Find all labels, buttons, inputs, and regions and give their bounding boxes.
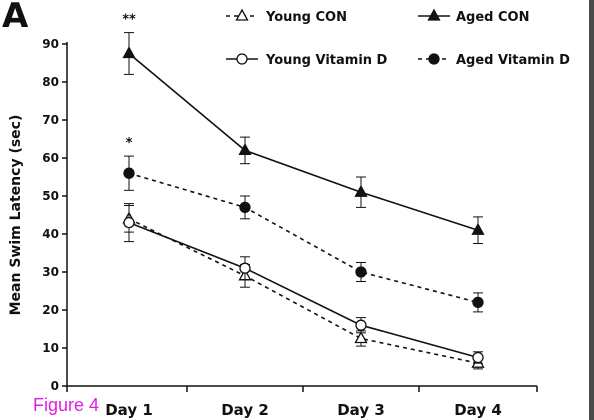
- data-point: [239, 201, 251, 214]
- legend-label: Young Vitamin D: [265, 53, 388, 68]
- series-aged-con: [122, 32, 485, 244]
- y-axis-label: Mean Swim Latency (sec): [8, 115, 24, 316]
- data-point: [472, 351, 484, 364]
- series-line: [128, 172, 479, 304]
- x-tick-label: Day 2: [221, 401, 269, 419]
- legend-label: Aged CON: [456, 10, 530, 25]
- series-layer: [122, 32, 485, 370]
- series-line: [128, 218, 479, 364]
- significance-marker: *: [126, 136, 133, 151]
- panel-letter: A: [2, 0, 29, 36]
- x-tick-label: Day 4: [454, 401, 502, 419]
- y-tick-label: 30: [42, 265, 59, 279]
- legend-item-young-vitamin-d: Young Vitamin D: [226, 53, 388, 68]
- legend-swatch-marker: [428, 53, 440, 65]
- y-tick-label: 90: [42, 37, 59, 51]
- legend: Young CON Aged CON Young Vitamin D Aged Vit…: [226, 8, 570, 68]
- y-tick-label: 40: [42, 227, 59, 241]
- y-tick-label: 20: [42, 303, 59, 317]
- series-line: [128, 221, 479, 359]
- data-point: [123, 167, 135, 179]
- series-line: [128, 52, 479, 231]
- legend-label: Young CON: [265, 10, 347, 25]
- significance-marker: **: [122, 13, 136, 28]
- legend-item-aged-vitamin-d: Aged Vitamin D: [418, 53, 570, 68]
- data-point: [354, 331, 368, 344]
- data-point: [122, 46, 136, 59]
- x-tick-label: Day 3: [337, 401, 385, 419]
- x-tick-label: Day 1: [105, 401, 153, 419]
- y-tick-label: 50: [42, 189, 59, 203]
- y-tick-label: 10: [42, 341, 59, 355]
- axes: 0 10 20 30 40 50 60 70 80 90 Day 1 Day 2 Day 3 Day 4 M…: [8, 37, 538, 419]
- legend-swatch-marker: [236, 53, 248, 65]
- data-point: [355, 319, 367, 331]
- series-young-vitamin-d: [123, 203, 484, 364]
- data-point: [239, 262, 251, 274]
- data-point: [472, 296, 484, 309]
- y-tick-label: 0: [51, 379, 59, 393]
- data-point: [354, 184, 368, 197]
- data-point: [355, 266, 367, 278]
- y-tick-label: 60: [42, 151, 59, 165]
- legend-swatch-marker: [427, 8, 441, 21]
- legend-item-young-con: Young CON: [226, 8, 347, 25]
- legend-label: Aged Vitamin D: [456, 53, 570, 68]
- y-tick-label: 80: [42, 75, 59, 89]
- figure-label: Figure 4: [33, 395, 100, 415]
- data-point: [123, 216, 135, 229]
- legend-swatch-marker: [235, 8, 249, 21]
- data-point: [238, 143, 252, 156]
- series-aged-vitamin-d: [123, 155, 484, 313]
- legend-item-aged-con: Aged CON: [418, 8, 530, 25]
- y-tick-label: 70: [42, 113, 59, 127]
- annotation-layer: ***: [122, 13, 136, 152]
- data-point: [471, 222, 485, 235]
